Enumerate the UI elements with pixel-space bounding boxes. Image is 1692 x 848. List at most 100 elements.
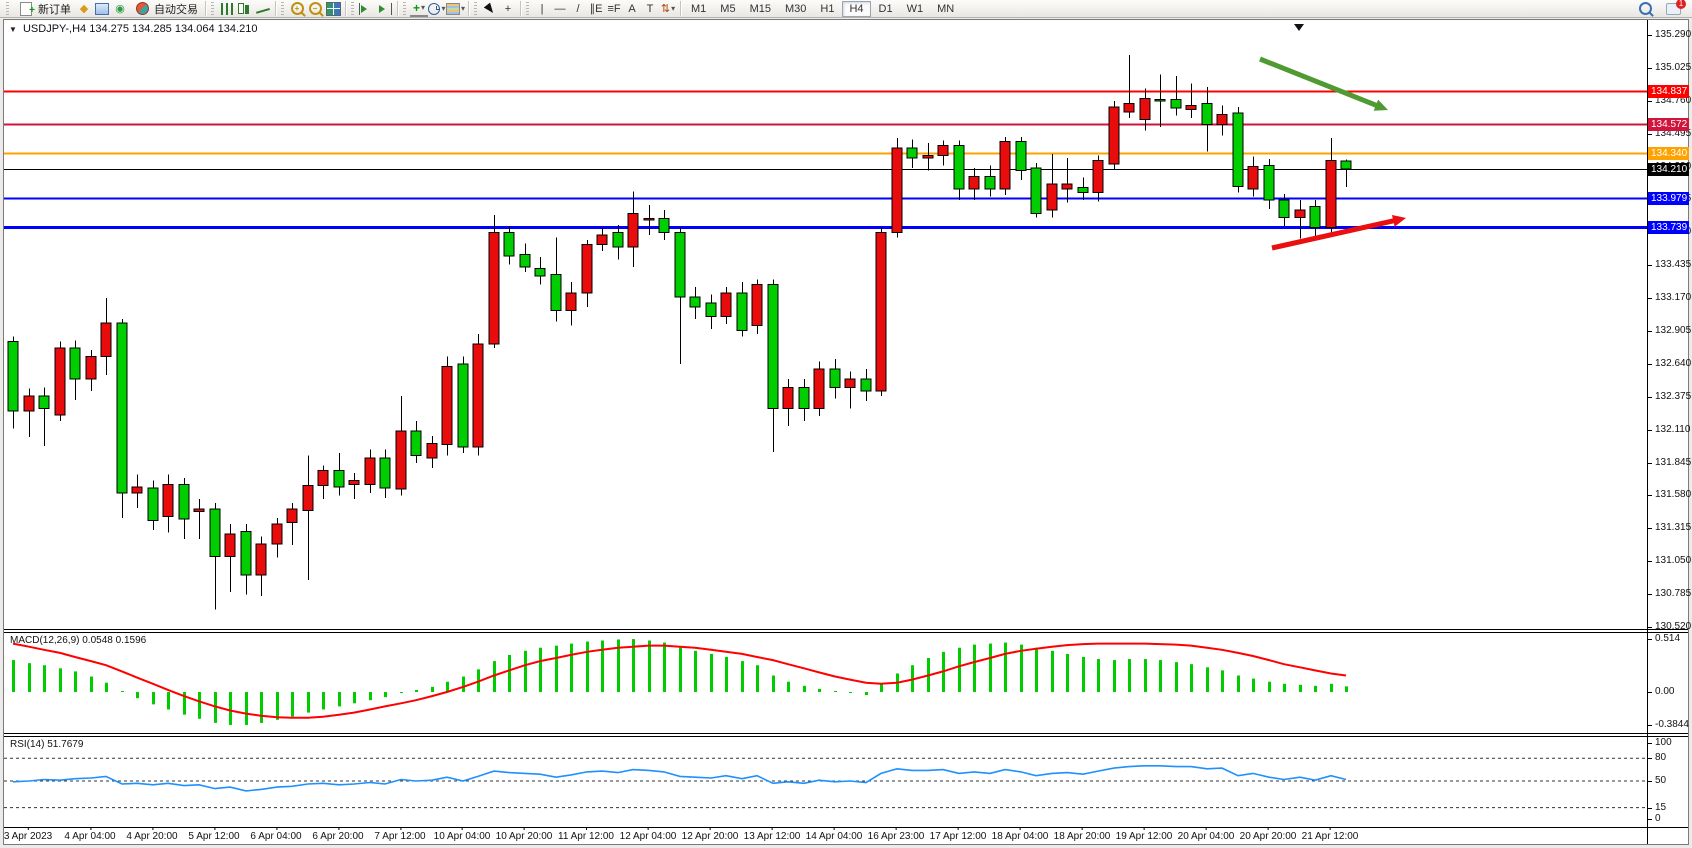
price-tag-134.837: 134.837 [1648,85,1689,98]
candle [1046,154,1058,218]
rsi-tick: 0 [1648,813,1688,825]
candle [798,378,810,421]
pane-divider[interactable] [4,736,1688,737]
indicators-icon[interactable]: ▾ [410,1,428,17]
crosshair-icon[interactable]: + [504,2,512,15]
timeframe-h4[interactable]: H4 [842,0,871,17]
candle [1077,177,1089,201]
monitor-icon[interactable] [93,1,111,17]
candle [147,480,159,531]
candle [100,298,112,376]
macd-label: MACD(12,26,9) 0.0548 0.1596 [10,635,147,646]
candle [1015,136,1027,181]
toolbar-grip [6,2,9,15]
price-tick: 133.435 [1648,259,1691,271]
candle [860,368,872,402]
text-label-icon[interactable]: T [646,2,654,15]
candle [596,227,608,251]
date-label: 20 Apr 04:00 [1177,827,1235,842]
date-label: 16 Apr 23:00 [867,827,925,842]
candle [1247,156,1259,197]
candle [1340,159,1352,188]
arrows-tool-icon[interactable]: ⇅ ▾ [660,2,676,15]
new-order-icon[interactable] [17,1,35,18]
vertical-line-icon[interactable]: | [540,2,544,15]
timeframe-mn[interactable]: MN [937,2,955,15]
candle [85,350,97,392]
timeframe-d1[interactable]: D1 [878,2,893,15]
chat-icon[interactable]: 1 [1664,0,1686,17]
price-axis[interactable]: 135.290135.025134.760134.495134.230133.9… [1647,20,1691,844]
arrows-tool-icon-dropdown[interactable]: ▾ [671,3,676,13]
date-label: 20 Apr 20:00 [1239,827,1297,842]
auto-scroll-icon[interactable] [358,1,376,17]
toolbar-separator [345,1,346,16]
candle [488,214,500,348]
fibonacci-icon[interactable]: ≡F [607,2,621,15]
cursor-icon[interactable] [481,1,499,17]
gold-icon[interactable]: ◆ [79,2,89,15]
zoom-in-icon[interactable] [288,1,306,17]
templates-icon-dropdown[interactable]: ▾ [461,3,466,13]
autotrade-button[interactable]: 自动交易 [129,1,202,17]
date-label: 10 Apr 04:00 [433,827,491,842]
candle [906,139,918,168]
price-tag-133.739: 133.739 [1648,221,1689,234]
zoom-out-icon[interactable] [306,1,324,17]
candle [379,449,391,498]
candle [364,449,376,493]
chart-shift-marker[interactable] [1294,24,1304,31]
signal-icon[interactable]: ◉ [115,2,125,15]
candle [658,209,670,240]
timeframe-m30[interactable]: M30 [784,2,807,15]
date-label: 18 Apr 20:00 [1053,827,1111,842]
line-chart-icon[interactable] [254,1,272,17]
candle [953,140,965,201]
candlestick-chart-icon[interactable] [236,1,254,17]
time-axis[interactable]: 3 Apr 2023 4 Apr 04:00 4 Apr 20:00 5 Apr 12… [3,827,1647,844]
candle [426,435,438,469]
periods-icon[interactable]: ▾ [428,1,446,17]
indicators-icon-dropdown[interactable]: ▾ [421,2,426,12]
tile-windows-icon[interactable] [324,1,342,17]
candle [1278,193,1290,227]
autotrade-icon[interactable] [133,1,151,17]
trendline-icon[interactable]: / [576,2,580,15]
pane-divider[interactable] [4,629,1688,630]
price-tick: 131.845 [1648,457,1691,469]
timeframe-m1[interactable]: M1 [691,2,707,15]
date-label: 19 Apr 12:00 [1115,827,1173,842]
candle [1061,157,1073,203]
timeframe-m15[interactable]: M15 [749,2,771,15]
chart-shift-icon[interactable] [376,1,394,17]
candle [1092,155,1104,202]
chevron-down-icon[interactable]: ▼ [9,25,17,34]
templates-icon[interactable]: ▾ [446,1,465,17]
bar-chart-icon[interactable] [218,1,236,17]
timeframe-h1[interactable]: H1 [820,2,835,15]
search-icon[interactable] [1636,1,1654,17]
macd-tick: -0.3844 [1648,719,1689,731]
candle [984,165,996,197]
new-order-button[interactable]: 新订单 [13,1,75,18]
price-chart-pane [4,54,1647,610]
candle [193,499,205,539]
horizontal-line-icon[interactable]: — [554,2,566,15]
price-tag-133.979: 133.979 [1648,192,1689,205]
pane-divider[interactable] [4,632,1688,633]
candle [54,341,66,421]
candle [178,478,190,539]
timeframe-w1[interactable]: W1 [906,2,924,15]
timeframe-m5[interactable]: M5 [720,2,736,15]
bearish-trend-arrow[interactable] [1259,56,1388,111]
price-tick: 131.315 [1648,522,1691,534]
equidistant-channel-icon[interactable]: ∥E [589,2,603,15]
periods-icon-dropdown[interactable]: ▾ [441,3,446,13]
bullish-bounce-arrow[interactable] [1271,214,1406,251]
candle [441,356,453,456]
pane-divider[interactable] [4,733,1688,734]
text-icon[interactable]: A [628,2,636,15]
toolbar-separator [205,1,206,16]
date-label: 3 Apr 2023 [3,827,53,842]
rsi-label: RSI(14) 51.7679 [10,739,84,750]
